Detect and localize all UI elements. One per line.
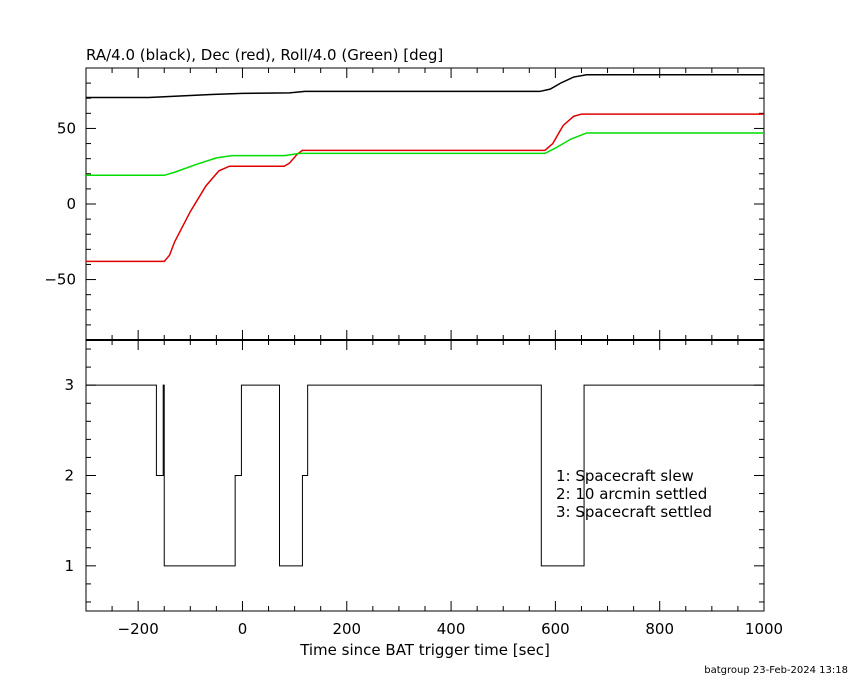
top-y-tick-label: 0 — [66, 195, 76, 213]
bottom-y-tick-label: 3 — [64, 376, 74, 394]
top-series-group — [86, 74, 764, 263]
bottom-ticks — [85, 340, 765, 611]
top-y-tick-labels: −50 0 50 — [44, 119, 76, 288]
x-tick-label: 400 — [437, 620, 466, 638]
top-chart-title: RA/4.0 (black), Dec (red), Roll/4.0 (Gre… — [86, 46, 443, 64]
bottom-y-tick-label: 1 — [64, 557, 74, 575]
x-tick-label: 600 — [541, 620, 570, 638]
bottom-y-tick-labels: 1 2 3 — [64, 376, 74, 575]
bottom-series-group — [86, 384, 764, 567]
legend-line-1: 1: Spacecraft slew — [556, 467, 694, 485]
x-tick-label: 800 — [645, 620, 674, 638]
status-step-line — [86, 384, 764, 567]
x-axis-label: Time since BAT trigger time [sec] — [299, 641, 550, 659]
top-series-line-3 — [86, 132, 764, 177]
x-tick-labels: −200 0 200 400 600 800 1000 — [118, 620, 784, 638]
legend-line-3: 3: Spacecraft settled — [556, 503, 712, 521]
top-plot-frame — [85, 67, 765, 341]
footer-stamp: batgroup 23-Feb-2024 13:18 — [704, 665, 848, 676]
x-tick-label: 0 — [238, 620, 248, 638]
x-tick-label: −200 — [118, 620, 159, 638]
x-tick-label: 200 — [332, 620, 361, 638]
x-tick-label: 1000 — [745, 620, 783, 638]
top-y-tick-label: 50 — [57, 119, 76, 137]
legend-line-2: 2: 10 arcmin settled — [556, 485, 707, 503]
top-ticks — [85, 68, 765, 340]
bottom-y-tick-label: 2 — [64, 467, 74, 485]
top-series-line-2 — [86, 113, 764, 263]
top-series-line-1 — [86, 74, 764, 99]
top-y-tick-label: −50 — [44, 271, 76, 289]
